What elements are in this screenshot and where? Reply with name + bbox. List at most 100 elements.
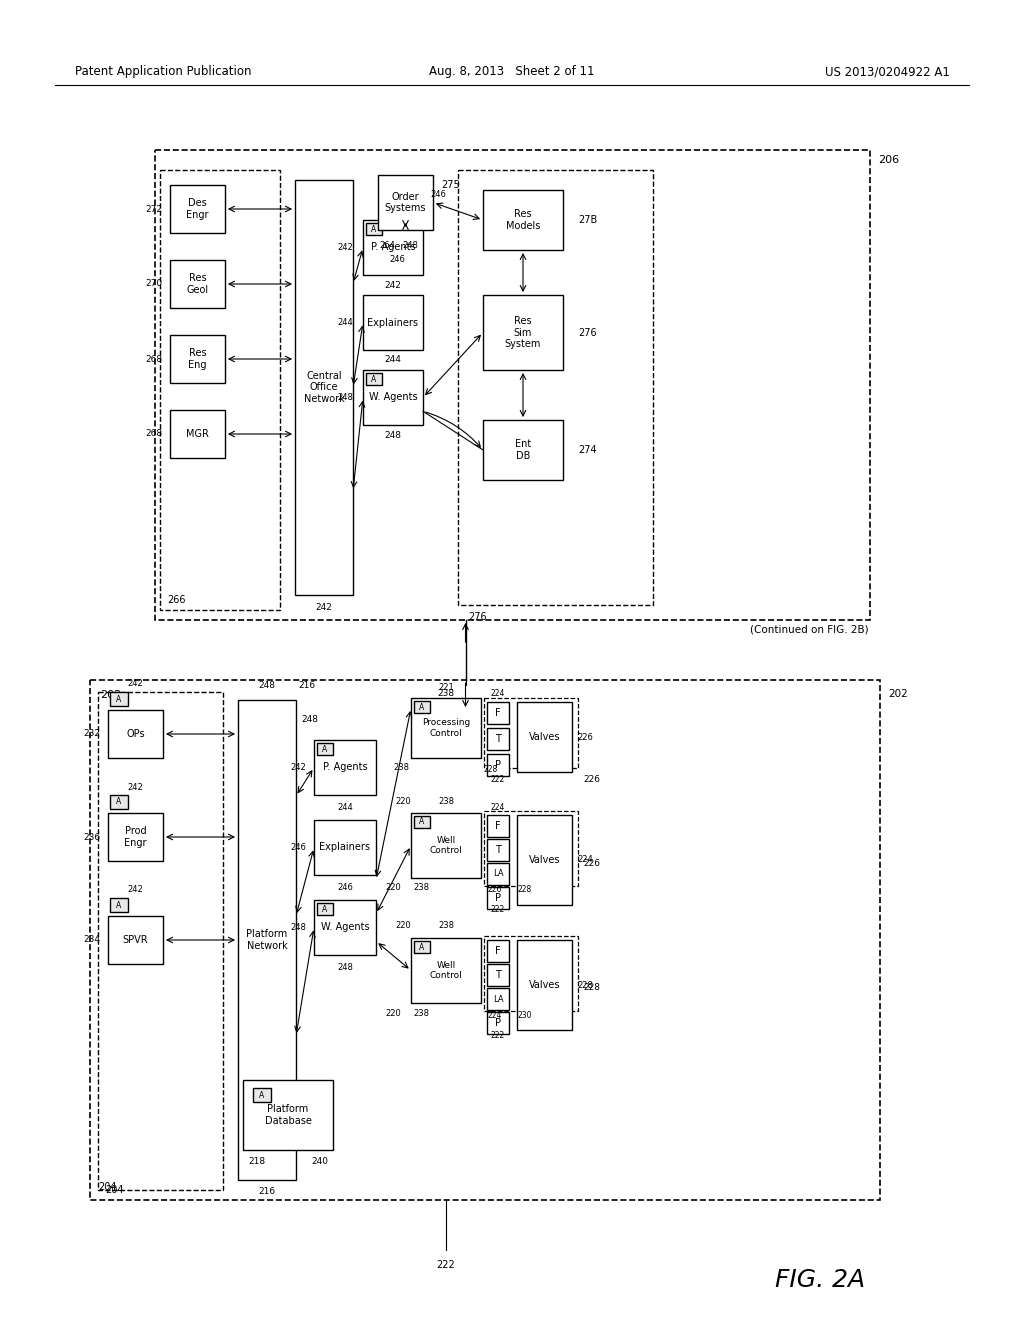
Text: 216: 216 xyxy=(258,1188,275,1196)
Bar xyxy=(484,810,578,886)
Text: P: P xyxy=(495,894,501,903)
Text: 226: 226 xyxy=(584,776,600,784)
Text: Order
Systems: Order Systems xyxy=(385,191,426,214)
Bar xyxy=(458,170,653,605)
Text: 248: 248 xyxy=(337,962,353,972)
Text: T: T xyxy=(495,845,501,855)
Text: 222: 222 xyxy=(490,906,505,915)
Text: 244: 244 xyxy=(337,318,353,327)
Bar xyxy=(487,1012,509,1034)
Text: 220: 220 xyxy=(385,883,401,892)
Bar xyxy=(108,813,163,861)
Text: 274: 274 xyxy=(578,445,597,455)
Bar xyxy=(487,754,509,776)
Text: LA: LA xyxy=(493,870,504,879)
Text: 226: 226 xyxy=(487,886,502,895)
Text: 222: 222 xyxy=(490,1031,505,1040)
Bar xyxy=(98,692,223,1191)
Text: 228: 228 xyxy=(577,981,593,990)
Bar xyxy=(110,898,128,912)
Bar xyxy=(362,220,423,275)
Text: 246: 246 xyxy=(290,843,306,851)
Text: A: A xyxy=(420,942,425,952)
Text: 228: 228 xyxy=(517,886,531,895)
Bar xyxy=(314,900,376,954)
Text: 242: 242 xyxy=(315,602,333,611)
Bar xyxy=(411,813,481,878)
Text: 220: 220 xyxy=(395,796,411,805)
Text: A: A xyxy=(420,817,425,826)
Text: 238: 238 xyxy=(413,1008,429,1018)
Text: 244: 244 xyxy=(337,803,353,812)
Text: FIG. 2A: FIG. 2A xyxy=(775,1269,865,1292)
Text: SPVR: SPVR xyxy=(123,935,148,945)
Text: 268: 268 xyxy=(144,429,162,438)
Text: 224: 224 xyxy=(487,1011,502,1019)
Bar xyxy=(170,411,225,458)
Text: W. Agents: W. Agents xyxy=(369,392,418,403)
Text: 220: 220 xyxy=(395,921,411,931)
Text: F: F xyxy=(496,821,501,832)
Bar xyxy=(487,940,509,962)
Text: Patent Application Publication: Patent Application Publication xyxy=(75,66,252,78)
Bar xyxy=(238,700,296,1180)
Bar xyxy=(253,1088,271,1102)
Text: P: P xyxy=(495,1018,501,1028)
Text: 216: 216 xyxy=(298,681,315,690)
Text: 246: 246 xyxy=(430,190,445,199)
Bar xyxy=(110,692,128,706)
Bar xyxy=(487,702,509,723)
Bar xyxy=(317,743,333,755)
Bar xyxy=(483,294,563,370)
Text: Res
Sim
System: Res Sim System xyxy=(505,315,542,348)
Text: A: A xyxy=(372,224,377,234)
Text: 218: 218 xyxy=(248,1158,265,1167)
Text: 226: 226 xyxy=(584,858,600,867)
Bar xyxy=(90,680,880,1200)
Text: 268: 268 xyxy=(144,355,162,363)
Text: A: A xyxy=(117,900,122,909)
Text: A: A xyxy=(259,1090,264,1100)
Bar xyxy=(411,939,481,1003)
Text: 248: 248 xyxy=(290,923,306,932)
Text: Valves: Valves xyxy=(528,855,560,865)
Text: Res
Models: Res Models xyxy=(506,209,541,231)
Text: A: A xyxy=(420,702,425,711)
Text: P. Agents: P. Agents xyxy=(323,763,368,772)
Bar xyxy=(487,863,509,884)
Text: 202: 202 xyxy=(100,690,121,700)
Bar xyxy=(517,940,572,1030)
Text: 222: 222 xyxy=(436,1261,456,1270)
Text: 230: 230 xyxy=(517,1011,531,1019)
Text: 242: 242 xyxy=(128,886,143,895)
Text: 238: 238 xyxy=(437,689,455,698)
Bar xyxy=(108,710,163,758)
Text: 238: 238 xyxy=(393,763,409,772)
Text: 242: 242 xyxy=(290,763,306,772)
Text: 224: 224 xyxy=(490,803,505,812)
Text: 232: 232 xyxy=(83,730,100,738)
Bar xyxy=(170,335,225,383)
Bar xyxy=(414,941,430,953)
Text: 222: 222 xyxy=(490,775,505,784)
Bar xyxy=(170,260,225,308)
Text: 220: 220 xyxy=(385,1008,401,1018)
Bar xyxy=(295,180,353,595)
Text: 276: 276 xyxy=(468,612,486,622)
Text: 248: 248 xyxy=(301,715,318,725)
Text: T: T xyxy=(495,734,501,744)
Text: 242: 242 xyxy=(128,680,143,689)
Text: LA: LA xyxy=(493,994,504,1003)
Text: 276: 276 xyxy=(578,327,597,338)
Text: Prod
Engr: Prod Engr xyxy=(124,826,146,847)
Text: 204: 204 xyxy=(98,1181,117,1192)
Bar xyxy=(108,916,163,964)
Text: 275: 275 xyxy=(441,180,460,190)
Text: T: T xyxy=(495,970,501,979)
Text: OPs: OPs xyxy=(126,729,144,739)
Text: Des
Engr: Des Engr xyxy=(186,198,209,220)
Bar xyxy=(487,964,509,986)
Text: MGR: MGR xyxy=(186,429,209,440)
Text: 264: 264 xyxy=(380,240,395,249)
Text: 242: 242 xyxy=(337,243,353,252)
